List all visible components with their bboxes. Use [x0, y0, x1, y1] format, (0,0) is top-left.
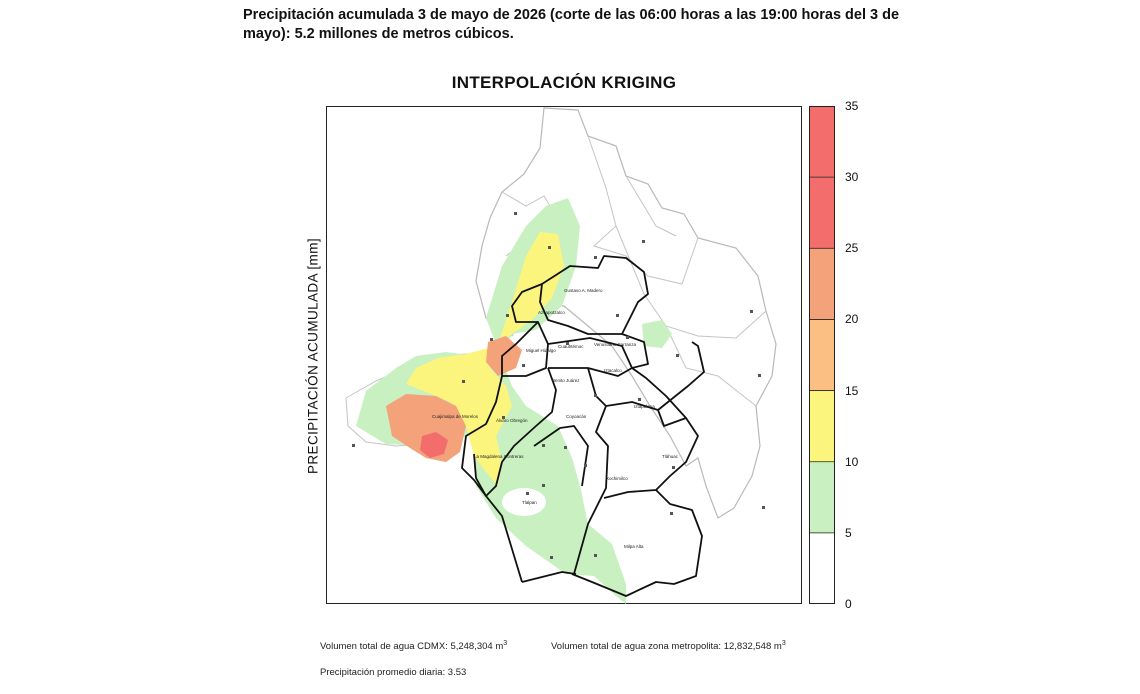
metro-volume-unit: 3: [781, 640, 786, 647]
legend-band-0-5: [809, 532, 835, 604]
y-axis-label: PRECIPITACIÓN ACUMULADA [mm]: [305, 238, 321, 474]
metro-volume-label: Volumen total de agua zona metropolita:: [551, 641, 724, 653]
precip-zone-10-15: [406, 232, 564, 486]
map-title: INTERPOLACIÓN KRIGING: [451, 73, 677, 92]
footer-average: Precipitación promedio diaria: 3.53: [320, 667, 466, 678]
label-iztacalco: Iztacalco: [604, 368, 622, 373]
legend-tick-25: 25: [845, 241, 859, 256]
footer-metro-volume: Volumen total de agua zona metropolita: …: [551, 640, 786, 652]
legend-band-15-20: [809, 319, 835, 392]
cdmx-volume-unit: 3: [503, 640, 508, 647]
legend-band-20-25: [809, 248, 835, 320]
legend-tick-0: 0: [845, 597, 852, 611]
label-xochimilco: Xochimilco: [606, 476, 628, 481]
footer-cdmx-volume: Volumen total de agua CDMX: 5,248,304 m3: [320, 640, 507, 652]
alcaldia-borders: [461, 255, 705, 597]
metro-volume-value: 12,832,548 m: [723, 641, 782, 653]
kriging-map: Gustavo A. Madero Azcapotzalco Miguel Hi…: [326, 106, 802, 604]
precip-zone-30-35: [420, 432, 448, 458]
label-cuauhtemoc: Cuauhtémoc: [558, 344, 584, 349]
legend-tick-20: 20: [845, 312, 859, 327]
legend-band-5-10: [809, 461, 835, 534]
legend-band-10-15: [809, 390, 835, 463]
average-value: 3.53: [447, 667, 467, 678]
label-coyoacan: Coyoacán: [566, 414, 587, 419]
cdmx-volume-label: Volumen total de agua CDMX:: [320, 641, 451, 653]
label-venustiano-carranza: Venustiano Carranza: [594, 342, 637, 347]
page-headline: Precipitación acumulada 3 de mayo de 202…: [243, 7, 900, 42]
label-alvaro-obregon: Álvaro Obregón: [496, 417, 528, 423]
legend-band-25-30: [809, 177, 835, 249]
cdmx-volume-value: 5,248,304 m: [450, 641, 504, 653]
precipitation-legend: [809, 106, 835, 604]
legend-tick-10: 10: [845, 454, 859, 469]
label-azcapotzalco: Azcapotzalco: [538, 310, 565, 315]
legend-band-30-35: [809, 106, 835, 178]
label-milpa-alta: Milpa Alta: [624, 544, 644, 549]
legend-tick-15: 15: [845, 383, 859, 398]
metro-outline: [475, 107, 777, 519]
label-cuajimalpa: Cuajimalpa de Morelos: [432, 414, 479, 419]
label-tlahuac: Tláhuac: [662, 454, 679, 459]
average-label: Precipitación promedio diaria:: [320, 667, 448, 678]
label-miguel-hidalgo: Miguel Hidalgo: [526, 348, 556, 353]
legend-tick-5: 5: [845, 525, 852, 540]
legend-tick-30: 30: [845, 170, 859, 185]
label-gustavo-a-madero: Gustavo A. Madero: [564, 288, 603, 293]
label-benito-juarez: Benito Juárez: [552, 378, 580, 383]
legend-tick-35: 35: [845, 99, 859, 113]
label-magdalena-contreras: La Magdalena Contreras: [474, 454, 524, 459]
station-markers: [352, 212, 765, 559]
label-tlalpan: Tlalpan: [522, 500, 537, 505]
label-iztapalapa: Iztapalapa: [634, 404, 655, 409]
